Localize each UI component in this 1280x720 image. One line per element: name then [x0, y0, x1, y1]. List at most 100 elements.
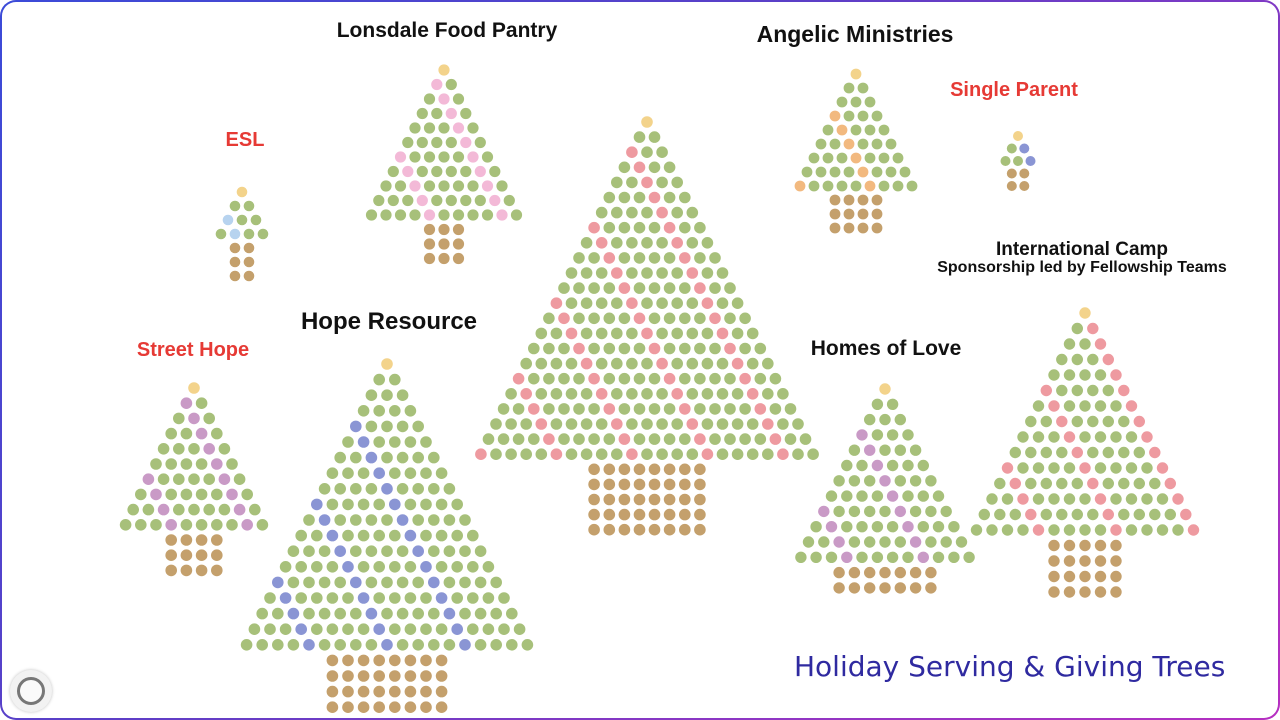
leaf-dot — [679, 433, 691, 445]
trunk-dot — [663, 463, 676, 476]
leaf-dot — [886, 429, 899, 441]
leaf-dot — [342, 623, 354, 635]
ornament-dot — [435, 592, 448, 604]
tree-star — [381, 358, 393, 370]
ornament-dot — [864, 444, 876, 456]
leaf-dot — [402, 136, 414, 149]
leaf-dot — [365, 545, 378, 557]
leaf-dot — [618, 372, 631, 385]
leaf-dot — [701, 267, 714, 279]
leaf-dot — [671, 418, 683, 430]
leaf-dot — [435, 498, 448, 511]
leaf-dot — [460, 165, 472, 178]
leaf-dot — [497, 433, 510, 445]
leaf-dot — [365, 514, 378, 526]
ornament-dot — [1094, 338, 1107, 350]
leaf-dot — [994, 477, 1006, 490]
trunk-dot — [618, 478, 631, 491]
leaf-dot — [380, 209, 392, 221]
leaf-dot — [416, 136, 428, 149]
leaf-dot — [203, 473, 215, 486]
leaf-dot — [373, 373, 386, 386]
ornament-dot — [295, 623, 308, 635]
ornament-dot — [423, 209, 436, 221]
leaf-dot — [1110, 431, 1122, 443]
leaf-dot — [365, 639, 378, 651]
leaf-dot — [1048, 524, 1060, 536]
ornament-dot — [818, 505, 830, 518]
leaf-dot — [1110, 400, 1122, 412]
leaf-dot — [902, 429, 914, 441]
leaf-dot — [565, 418, 578, 430]
ornament-dot — [389, 498, 401, 511]
leaf-dot — [381, 576, 393, 589]
trunk-dot — [679, 463, 691, 476]
leaf-dot — [1110, 493, 1122, 505]
ornament-dot — [671, 237, 683, 249]
leaf-dot — [334, 639, 347, 651]
leaf-dot — [746, 418, 759, 430]
leaf-dot — [595, 327, 608, 340]
leaf-dot — [611, 297, 623, 310]
leaf-dot — [565, 267, 578, 279]
leaf-dot — [611, 448, 623, 461]
ornament-dot — [595, 388, 608, 400]
leaf-dot — [350, 607, 362, 620]
trunk-dot — [871, 194, 883, 206]
leaf-dot — [188, 443, 200, 455]
leaf-dot — [595, 206, 608, 219]
trunk-dot — [452, 252, 465, 265]
leaf-dot — [428, 514, 440, 526]
leaf-dot — [1071, 384, 1084, 397]
ornament-dot — [1071, 446, 1084, 459]
trunk-dot — [829, 222, 841, 234]
leaf-dot — [520, 448, 532, 461]
leaf-dot — [663, 252, 676, 264]
leaf-dot — [1056, 384, 1068, 397]
leaf-dot — [490, 576, 503, 589]
trunk-dot — [848, 582, 861, 594]
leaf-dot — [709, 372, 721, 385]
leaf-dot — [856, 521, 868, 533]
leaf-dot — [857, 138, 869, 150]
leaf-dot — [633, 433, 646, 445]
leaf-dot — [808, 152, 820, 164]
leaf-dot — [318, 483, 331, 495]
ornament-dot — [180, 397, 193, 410]
label-international-camp-line1: International Camp — [995, 239, 1169, 260]
leaf-dot — [326, 498, 339, 511]
leaf-dot — [694, 221, 706, 234]
leaf-dot — [1048, 431, 1060, 443]
ornament-dot — [1156, 462, 1169, 474]
leaf-dot — [257, 228, 269, 240]
leaf-dot — [452, 180, 465, 192]
trunk-dot — [894, 566, 906, 579]
leaf-dot — [412, 576, 425, 589]
ornament-dot — [1040, 384, 1053, 397]
leaf-dot — [565, 448, 578, 461]
leaf-dot — [1125, 462, 1138, 474]
leaf-dot — [671, 176, 683, 189]
ornament-dot — [229, 228, 241, 240]
leaf-dot — [626, 176, 638, 189]
trunk-dot — [420, 701, 432, 713]
leaf-dot — [528, 433, 540, 445]
leaf-dot — [746, 448, 759, 461]
leaf-dot — [948, 551, 960, 563]
leaf-dot — [656, 146, 668, 158]
ornament-dot — [318, 514, 331, 526]
trunk-dot — [404, 670, 417, 682]
trunk-dot — [420, 670, 432, 682]
leaf-dot — [671, 267, 683, 279]
leaf-dot — [431, 165, 443, 178]
leaf-dot — [626, 206, 638, 219]
ornament-dot — [467, 151, 479, 163]
trunk-dot — [648, 523, 661, 536]
leaf-dot — [656, 388, 668, 400]
record-button[interactable] — [10, 670, 52, 712]
leaf-dot — [885, 138, 897, 150]
leaf-dot — [326, 623, 339, 635]
trunk-dot — [1006, 181, 1017, 191]
leaf-dot — [871, 551, 884, 563]
leaf-dot — [188, 473, 200, 486]
